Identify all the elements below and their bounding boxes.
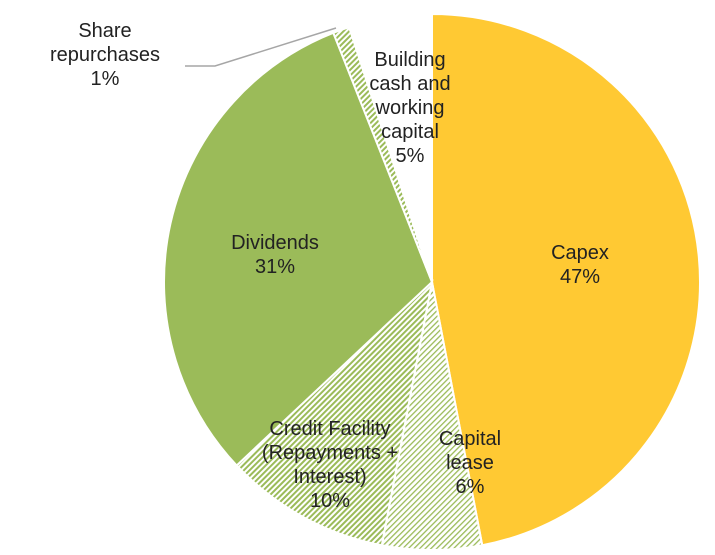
pie-slice <box>347 12 433 283</box>
value-label: 6% <box>455 476 485 498</box>
slice-label: Capital lease 6% <box>425 427 515 499</box>
slice-label: Dividends 31% <box>215 231 335 279</box>
value-label: 31% <box>254 256 296 278</box>
category-label: Credit Facility (Repayments + Interest) <box>261 418 399 488</box>
value-label: 5% <box>395 145 425 167</box>
category-label: Building cash and working capital <box>369 49 451 143</box>
leader-line <box>185 27 337 67</box>
category-label: Capital lease <box>438 428 502 474</box>
pie-slice <box>235 279 434 547</box>
pie-slice <box>431 12 701 547</box>
value-label: 47% <box>559 266 601 288</box>
slice-label: Capex 47% <box>520 241 640 289</box>
category-label: Share repurchases <box>49 20 161 66</box>
value-label: 1% <box>90 68 120 90</box>
pie-slice <box>163 31 434 467</box>
slice-label: Share repurchases 1% <box>45 19 165 91</box>
slice-label: Building cash and working capital 5% <box>360 48 460 168</box>
category-label: Capex <box>551 242 609 264</box>
category-label: Dividends <box>231 232 319 254</box>
slice-label: Credit Facility (Repayments + Interest) 1… <box>248 417 413 513</box>
value-label: 10% <box>309 490 351 512</box>
